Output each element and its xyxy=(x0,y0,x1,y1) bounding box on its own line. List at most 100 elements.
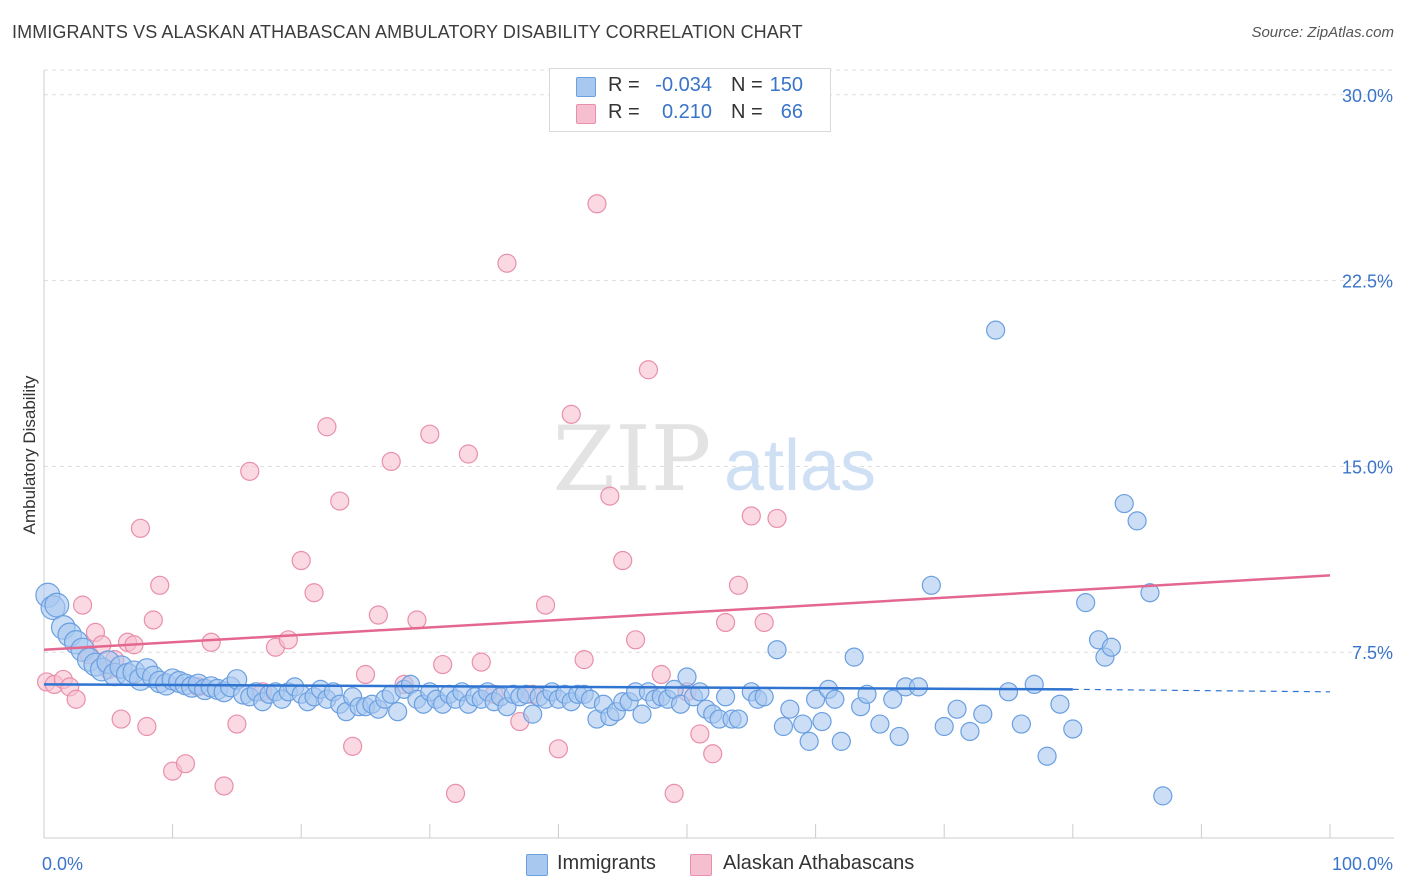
legend-row-immigrants: R = -0.034 N = 150 xyxy=(550,74,830,100)
immigrants-points xyxy=(35,320,1173,806)
alaskan-athabascan-point xyxy=(227,714,247,734)
legend-n-value: 66 xyxy=(780,101,803,123)
bottom-legend-swatch-alaskan-athabascans xyxy=(690,854,712,876)
alaskan-athabascan-point xyxy=(240,461,260,481)
alaskan-athabascan-point xyxy=(368,605,388,625)
immigrant-point xyxy=(921,575,941,595)
alaskan-athabascan-point xyxy=(664,783,684,804)
alaskan-athabascan-point xyxy=(111,709,131,729)
immigrant-point xyxy=(889,726,909,747)
legend-r-label: R = xyxy=(608,74,640,96)
x-tick-label: 0.0% xyxy=(42,854,83,874)
alaskan-athabascan-point xyxy=(381,451,401,472)
alaskan-athabascan-point xyxy=(574,650,594,670)
alaskan-athabascan-point xyxy=(130,518,151,538)
immigrant-point xyxy=(780,699,800,719)
y-tick-label: 7.5% xyxy=(1352,643,1393,663)
immigrant-point xyxy=(728,709,749,729)
alaskan-athabascan-point xyxy=(278,630,298,650)
alaskan-athabascan-point xyxy=(143,610,163,630)
watermark-zip: ZIP xyxy=(553,407,712,512)
immigrant-point xyxy=(844,647,864,667)
alaskan-athabascan-point xyxy=(150,575,170,595)
immigrant-point xyxy=(986,320,1006,340)
immigrants-trend-extension xyxy=(1072,688,1331,693)
bottom-legend-swatch-immigrants xyxy=(526,854,548,876)
trend-lines xyxy=(43,574,1331,693)
y-tick-label: 15.0% xyxy=(1342,457,1393,477)
immigrant-point xyxy=(1140,583,1160,603)
alaskan-athabascan-point xyxy=(343,736,363,756)
immigrant-point xyxy=(632,704,652,724)
bottom-legend-label: Alaskan Athabascans xyxy=(723,852,915,874)
alaskan-athabascan-point xyxy=(754,612,774,633)
legend-r-value: 0.210 xyxy=(661,101,712,123)
alaskan-athabascan-point xyxy=(420,424,440,444)
watermark: ZIP atlas xyxy=(553,407,876,512)
immigrant-point xyxy=(934,716,954,737)
alaskan-athabascan-point xyxy=(728,575,749,595)
alaskan-athabascan-point xyxy=(625,630,646,650)
immigrant-point xyxy=(947,699,967,719)
source-label: Source: ZipAtlas.com xyxy=(1251,24,1394,41)
alaskan-athabascan-point xyxy=(433,654,453,675)
alaskan-athabascan-point xyxy=(291,550,311,571)
immigrant-point xyxy=(690,682,710,702)
immigrant-point xyxy=(767,640,787,660)
y-axis-label: Ambulatory Disability xyxy=(20,375,39,534)
alaskan-athabascan-point xyxy=(72,595,93,615)
tick-labels: 7.5% 15.0% 22.5% 30.0% 0.0% 100.0% xyxy=(42,86,1393,874)
alaskan-athabascan-point xyxy=(561,404,581,424)
x-tick-label: 100.0% xyxy=(1332,854,1393,874)
alaskan-athabascan-point xyxy=(458,444,478,464)
watermark-atlas: atlas xyxy=(724,426,876,506)
alaskan-athabascan-point xyxy=(638,360,659,380)
immigrant-point xyxy=(805,689,826,709)
immigrant-point xyxy=(44,592,70,618)
bottom-legend-label: Immigrants xyxy=(557,852,656,874)
immigrant-point xyxy=(793,714,813,734)
alaskan-athabascan-point xyxy=(137,716,157,737)
immigrant-point xyxy=(388,702,408,722)
alaskan-athabascan-point xyxy=(201,632,221,652)
alaskan-athabascan-point xyxy=(587,194,607,214)
immigrant-point xyxy=(1101,637,1121,657)
immigrant-point xyxy=(1153,786,1173,806)
immigrant-point xyxy=(870,714,890,734)
axes xyxy=(43,70,1394,839)
immigrant-point xyxy=(1024,674,1044,695)
alaskan-athabascan-point xyxy=(471,652,491,672)
immigrant-point xyxy=(1011,714,1031,734)
immigrants-trend-line xyxy=(43,683,1073,691)
legend-n-value: 150 xyxy=(769,74,803,96)
immigrant-point xyxy=(812,711,832,732)
alaskan-athabascan-point xyxy=(445,783,466,804)
y-tick-label: 22.5% xyxy=(1342,272,1393,292)
legend-swatch-alaskan-athabascans xyxy=(576,104,596,124)
alaskan-athabascans-points xyxy=(36,194,787,804)
immigrant-point xyxy=(883,689,903,709)
immigrant-point xyxy=(960,721,980,742)
chart-title: IMMIGRANTS VS ALASKAN ATHABASCAN AMBULAT… xyxy=(12,22,803,42)
alaskan-athabascan-point xyxy=(175,754,196,774)
alaskan-athabascan-point xyxy=(548,739,569,759)
alaskan-athabascan-point xyxy=(355,664,376,685)
alaskan-athabascan-point xyxy=(651,664,671,685)
immigrant-point xyxy=(799,731,819,751)
immigrant-point xyxy=(857,684,877,704)
immigrant-point xyxy=(1063,719,1083,739)
y-tick-label: 30.0% xyxy=(1342,86,1393,106)
immigrant-point xyxy=(1076,593,1096,613)
immigrant-point xyxy=(1050,694,1070,714)
legend-swatch-immigrants xyxy=(576,77,596,97)
alaskan-athabascan-point xyxy=(600,486,620,506)
alaskan-athabascan-point xyxy=(535,595,556,615)
alaskan-athabascan-point xyxy=(317,417,337,437)
alaskan-athabascan-point xyxy=(613,550,633,571)
alaskan-athabascan-point xyxy=(497,253,517,273)
alaskan-athabascan-point xyxy=(407,610,427,630)
immigrant-point xyxy=(998,682,1019,702)
grid-lines xyxy=(44,69,1394,653)
immigrant-point xyxy=(1037,746,1057,766)
